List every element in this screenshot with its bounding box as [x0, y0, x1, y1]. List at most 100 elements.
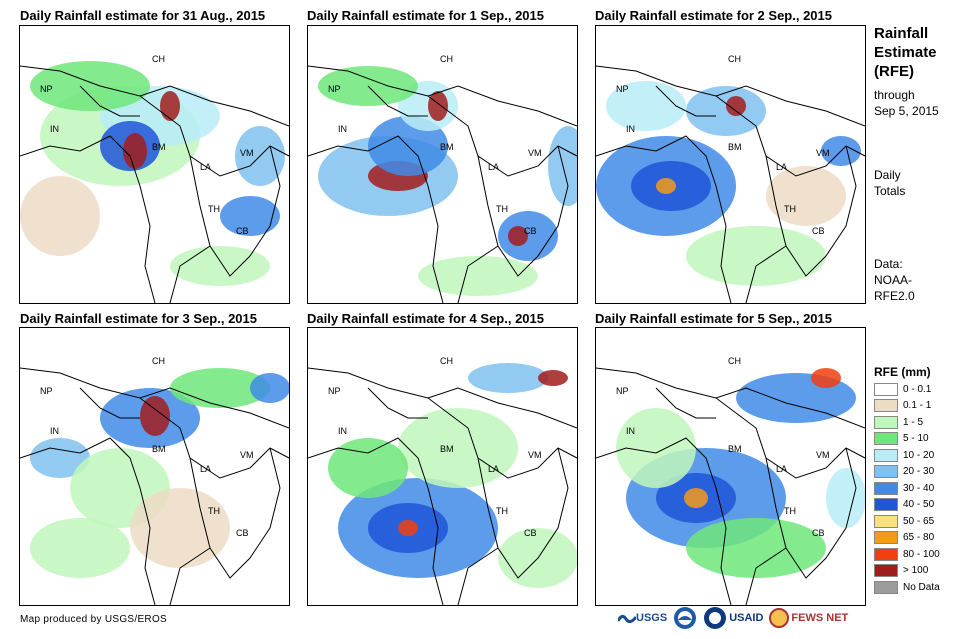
- country-label-in: IN: [50, 124, 59, 134]
- country-label-ch: CH: [728, 54, 741, 64]
- country-label-th: TH: [208, 204, 220, 214]
- rainfall-area: [30, 518, 130, 578]
- border-line: [308, 135, 444, 303]
- country-label-ch: CH: [728, 356, 741, 366]
- country-label-ch: CH: [440, 54, 453, 64]
- border-line: [745, 245, 787, 303]
- country-label-cb: CB: [524, 528, 537, 538]
- border-line: [367, 387, 428, 419]
- rainfall-area: [686, 518, 826, 578]
- rainfall-area: [418, 256, 538, 296]
- legend-swatch: [874, 580, 898, 594]
- country-label-th: TH: [496, 204, 508, 214]
- border-line: [189, 145, 281, 277]
- country-label-bm: BM: [152, 142, 166, 152]
- country-label-la: LA: [776, 464, 788, 474]
- sidebar-daily: Daily: [874, 168, 901, 182]
- legend-item: No Data: [874, 579, 940, 595]
- legend-title: RFE (mm): [874, 365, 931, 379]
- country-label-vm: VM: [240, 148, 254, 158]
- country-label-ch: CH: [152, 54, 165, 64]
- legend-swatch: [874, 382, 898, 396]
- legend-item: 50 - 65: [874, 513, 934, 529]
- rainfall-area: [250, 373, 289, 403]
- rainfall-area: [398, 520, 418, 536]
- country-label-in: IN: [626, 124, 635, 134]
- legend-swatch: [874, 564, 898, 577]
- legend-item: 1 - 5: [874, 414, 923, 430]
- rainfall-area: [686, 86, 766, 136]
- country-label-vm: VM: [528, 450, 542, 460]
- border-line: [596, 437, 732, 605]
- country-label-np: NP: [616, 84, 629, 94]
- rainfall-area: [220, 196, 280, 236]
- country-label-th: TH: [784, 506, 796, 516]
- legend-item: 10 - 20: [874, 447, 934, 463]
- rainfall-area: [130, 488, 230, 568]
- panel-title-1: Daily Rainfall estimate for 31 Aug., 201…: [20, 8, 266, 23]
- sidebar-through: through: [874, 88, 915, 102]
- rainfall-map-4-sep: CH NP IN BM VM LA TH CB: [307, 327, 578, 606]
- legend-swatch: [874, 432, 898, 445]
- legend-swatch: [874, 415, 898, 429]
- fews-logo-text: FEWS NET: [791, 612, 849, 624]
- sidebar-source-1: NOAA-: [874, 273, 913, 287]
- border-line: [189, 447, 281, 579]
- rainfall-area: [616, 408, 696, 488]
- rainfall-area: [170, 246, 270, 286]
- border-line: [596, 65, 865, 127]
- border-line: [367, 85, 428, 117]
- rainfall-area: [606, 81, 686, 131]
- country-label-in: IN: [338, 124, 347, 134]
- sidebar-title-line: Estimate: [874, 44, 937, 61]
- border-line: [655, 387, 716, 419]
- rainfall-map-2-sep: CH NP IN BM VM LA TH CB: [595, 25, 866, 304]
- legend-item: 20 - 30: [874, 464, 934, 480]
- legend-label: 80 - 100: [903, 548, 940, 560]
- rainfall-area: [686, 226, 826, 286]
- country-label-np: NP: [40, 386, 53, 396]
- country-label-bm: BM: [152, 444, 166, 454]
- border-line: [745, 547, 787, 605]
- border-line: [596, 135, 732, 303]
- rainfall-area: [30, 438, 90, 478]
- rainfall-map-1-sep: CH NP IN BM VM LA TH CB: [307, 25, 578, 304]
- country-label-vm: VM: [816, 148, 830, 158]
- legend-item: 5 - 10: [874, 431, 929, 447]
- rainfall-area: [726, 96, 746, 116]
- legend-label: 1 - 5: [903, 416, 924, 428]
- rainfall-area: [398, 408, 518, 488]
- map-svg: [20, 367, 289, 605]
- country-label-in: IN: [50, 426, 59, 436]
- noaa-emblem-icon: [674, 607, 697, 629]
- country-label-cb: CB: [524, 226, 537, 236]
- legend-label: 65 - 80: [903, 532, 935, 543]
- legend-swatch: [874, 514, 898, 528]
- border-line: [169, 547, 211, 605]
- legend-label: 10 - 20: [903, 449, 935, 461]
- rainfall-map-3-sep: CH NP IN BM VM LA TH CB: [19, 327, 290, 606]
- rainfall-area: [538, 370, 568, 386]
- legend-label: No Data: [903, 581, 940, 593]
- country-label-bm: BM: [440, 444, 454, 454]
- rainfall-area: [123, 133, 147, 169]
- border-line: [169, 245, 211, 303]
- border-line: [79, 387, 140, 419]
- legend-swatch: [874, 481, 898, 495]
- legend-item: 40 - 50: [874, 497, 934, 513]
- legend-swatch: [874, 465, 898, 478]
- usgs-wave-icon: [618, 614, 636, 624]
- country-label-np: NP: [616, 386, 629, 396]
- country-label-vm: VM: [528, 148, 542, 158]
- country-label-in: IN: [626, 426, 635, 436]
- country-label-cb: CB: [236, 528, 249, 538]
- legend-swatch: [874, 498, 898, 511]
- country-label-vm: VM: [816, 450, 830, 460]
- legend-label: > 100: [903, 565, 929, 576]
- legend-swatch: [874, 547, 898, 561]
- country-label-vm: VM: [240, 450, 254, 460]
- country-label-bm: BM: [728, 444, 742, 454]
- legend-label: 50 - 65: [903, 515, 935, 527]
- rainfall-area: [20, 176, 100, 256]
- rainfall-area: [508, 226, 528, 246]
